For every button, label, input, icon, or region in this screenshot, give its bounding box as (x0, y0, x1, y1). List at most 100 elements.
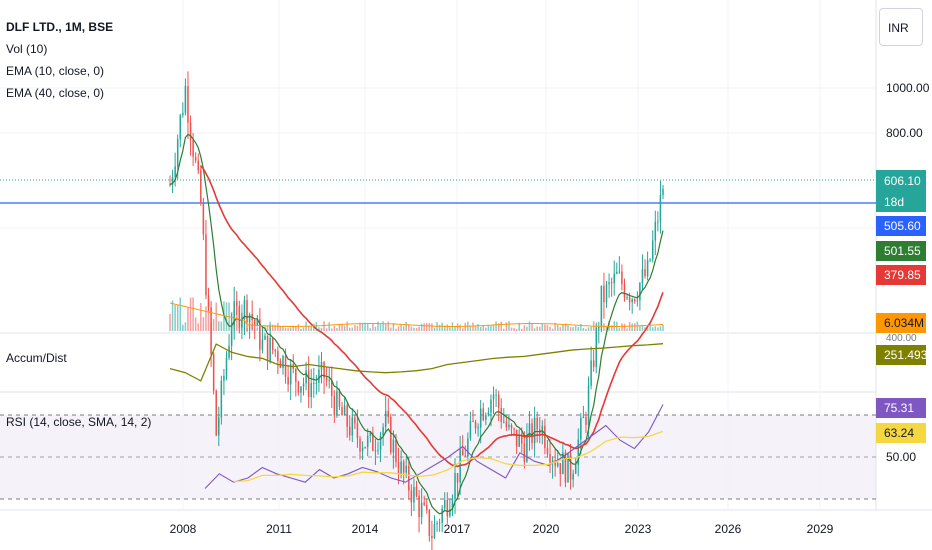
volume-bar (323, 321, 325, 331)
candle-body (402, 461, 405, 473)
volume-bar (472, 322, 474, 331)
candle-body (359, 438, 361, 452)
volume-bar (171, 300, 174, 331)
candle-body (410, 490, 413, 503)
volume-bar (318, 327, 320, 331)
candle-body (330, 380, 333, 396)
volume-bar (626, 328, 628, 331)
candle-body (456, 473, 459, 483)
volume-bar (546, 325, 549, 331)
candle-body (369, 432, 372, 436)
volume-bar (297, 324, 300, 331)
volume-bar (574, 326, 577, 331)
volume-bar (382, 321, 384, 331)
volume-bar (212, 319, 215, 331)
volume-bar (179, 297, 182, 331)
volume-bar (469, 325, 472, 331)
candle-body (215, 390, 217, 436)
candle-body (621, 271, 623, 285)
volume-bar (215, 302, 217, 331)
candle-body (230, 325, 233, 346)
volume-ma-line (169, 302, 664, 327)
candle-body (205, 234, 207, 296)
volume-bar (343, 325, 346, 331)
x-tick-2008: 2008 (169, 522, 197, 536)
candle-body (328, 380, 330, 382)
last-price-tag: 606.10 (876, 170, 926, 192)
candle-body (487, 412, 490, 415)
candle-body (531, 423, 533, 444)
candle-body (400, 461, 402, 474)
volume-bar (413, 327, 415, 331)
legend-volume[interactable]: Vol (10) (6, 42, 48, 56)
candle-body (423, 502, 425, 505)
candle-body (479, 408, 482, 428)
candle-body (564, 452, 567, 483)
volume-bar (218, 321, 220, 331)
volume-bar (631, 323, 633, 331)
candle-body (420, 502, 423, 517)
x-tick-2020: 2020 (532, 522, 560, 536)
candle-body (171, 176, 174, 185)
candle-body (436, 523, 438, 525)
candle-body (433, 523, 436, 539)
x-tick-2014: 2014 (351, 522, 379, 536)
volume-bar (279, 326, 282, 331)
legend-ema10[interactable]: EMA (10, close, 0) (6, 64, 105, 78)
candle-body (246, 300, 248, 323)
candle-body (346, 405, 348, 427)
volume-bar (528, 321, 531, 331)
volume-bar (662, 324, 664, 331)
volume-bar (657, 327, 659, 331)
volume-bar (544, 324, 546, 331)
candle-body (233, 301, 235, 326)
volume-bar (400, 324, 402, 331)
candle-body (426, 504, 428, 510)
volume-bar (392, 322, 395, 331)
candle-body (533, 417, 536, 444)
candle-body (264, 335, 266, 340)
candle-body (508, 424, 510, 428)
volume-bar (523, 325, 526, 331)
candle-body (513, 428, 515, 430)
volume-bar (590, 326, 592, 331)
candle-body (287, 376, 289, 385)
candle-body (395, 439, 397, 463)
volume-bar (438, 324, 441, 331)
candle-body (197, 160, 200, 171)
candle-body (325, 377, 328, 381)
candle-body (418, 495, 420, 517)
candle-body (194, 156, 197, 161)
candle-body (256, 319, 259, 327)
candle-body (451, 499, 454, 510)
legend-rsi[interactable]: RSI (14, close, SMA, 14, 2) (6, 415, 152, 429)
volume-bar (564, 323, 567, 331)
volume-bar (384, 323, 387, 331)
candle-body (608, 282, 610, 285)
volume-bar (572, 327, 574, 331)
candle-body (472, 421, 474, 423)
candle-body (379, 435, 382, 450)
volume-bar (277, 322, 279, 331)
volume-bar (341, 323, 343, 331)
candle-body (323, 362, 325, 378)
legend-accum-dist[interactable]: Accum/Dist (6, 351, 67, 365)
x-tick-2017: 2017 (443, 522, 471, 536)
candle-body (307, 370, 310, 398)
volume-bar (310, 325, 312, 331)
volume-bar (307, 326, 310, 331)
candle-body (546, 448, 549, 454)
volume-bar (348, 327, 351, 331)
volume-bar (551, 328, 554, 331)
candle-body (515, 429, 518, 447)
volume-bar (220, 321, 223, 331)
legend-ema40[interactable]: EMA (40, close, 0) (6, 86, 105, 100)
candle-body (559, 463, 562, 475)
candle-body (497, 394, 500, 408)
candle-body (284, 356, 287, 377)
candle-body (628, 297, 631, 303)
currency-button[interactable]: INR (879, 8, 923, 46)
volume-bar (359, 322, 361, 331)
volume-bar (562, 324, 564, 331)
accum-dist-tag: 251.493M (876, 345, 932, 365)
